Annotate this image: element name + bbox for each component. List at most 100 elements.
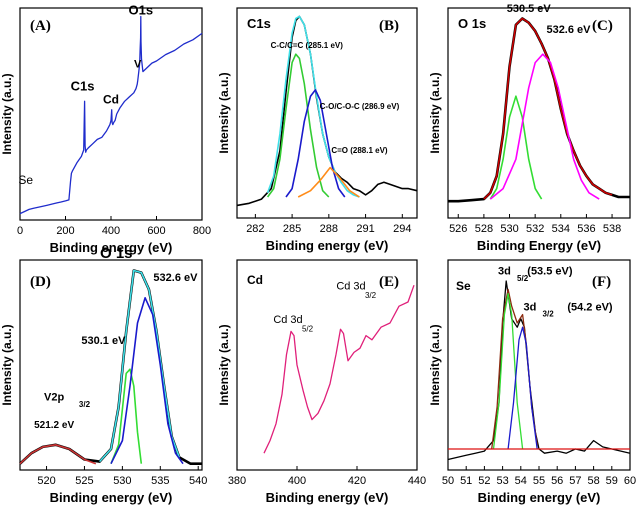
annotation: 530.1 eV xyxy=(81,335,126,347)
panel-label: (E) xyxy=(379,274,399,290)
annotation: 521.2 eV xyxy=(34,420,74,431)
annotation-subscript: 5/2 xyxy=(302,324,314,333)
series-line-fit-envelope xyxy=(483,17,613,200)
series-line-raw xyxy=(448,17,630,203)
panel-4: 520 525 530 535 540 Binding energy (eV) Intens… xyxy=(0,245,207,505)
plot-frame xyxy=(447,7,631,219)
plot-frame xyxy=(236,7,418,219)
series-line-3d3-2 xyxy=(507,326,538,450)
series-line-530-1-ev xyxy=(110,368,143,464)
annotation: C1s xyxy=(71,79,95,94)
annotation: C-C/C=C (285.1 eV) xyxy=(271,41,344,50)
x-tick-label: 291 xyxy=(356,223,374,235)
annotation: 532.6 eV xyxy=(546,24,591,36)
x-tick-label: 540 xyxy=(189,475,207,487)
annotation: C=O (288.1 eV) xyxy=(331,146,388,155)
series-line-c-o-c-o-c xyxy=(285,89,346,198)
panel-title: Se xyxy=(456,279,471,293)
x-axis-label: Binding energy (eV) xyxy=(266,238,389,253)
x-axis-label: Binding Energy (eV) xyxy=(477,238,601,253)
x-tick-label: 60 xyxy=(624,475,636,487)
y-axis-label: Intensity (a.u.) xyxy=(217,324,231,405)
annotation: 3d xyxy=(523,301,536,313)
annotation: 3d xyxy=(498,266,511,278)
series-line-v2p3-2 xyxy=(19,443,97,465)
x-tick-label: 532 xyxy=(526,223,544,235)
x-tick-label: 400 xyxy=(288,475,306,487)
x-tick-label: 294 xyxy=(393,223,411,235)
annotation-subscript: 3/2 xyxy=(365,291,377,300)
x-tick-label: 52 xyxy=(478,475,490,487)
series-line-c-c-c-c xyxy=(266,53,330,198)
x-tick-label: 59 xyxy=(606,475,618,487)
x-tick-label: 525 xyxy=(75,475,93,487)
x-tick-label: 528 xyxy=(475,223,493,235)
x-tick-label: 200 xyxy=(56,225,74,237)
x-tick-label: 51 xyxy=(460,475,472,487)
annotation: (54.2 eV) xyxy=(567,301,613,313)
panel-label: (D) xyxy=(30,274,51,290)
x-tick-label: 530 xyxy=(500,223,518,235)
panel-label: (A) xyxy=(30,18,51,34)
x-tick-label: 538 xyxy=(603,223,621,235)
x-tick-label: 57 xyxy=(569,475,581,487)
x-tick-label: 50 xyxy=(442,475,454,487)
x-tick-label: 288 xyxy=(320,223,338,235)
series-line-530-5-ev xyxy=(489,95,543,200)
y-axis-label: Intensity (a.u.) xyxy=(0,324,14,405)
series-line-c-o xyxy=(297,166,360,198)
panel-label: (C) xyxy=(592,18,613,34)
panel-1: 0 200 400 600 800 Binding energy (eV) Intensit… xyxy=(0,2,211,255)
x-tick-label: 526 xyxy=(449,223,467,235)
series-line-fit-envelope xyxy=(266,15,360,198)
plot-frame xyxy=(447,259,631,471)
panel-title: C1s xyxy=(247,16,271,31)
x-tick-label: 0 xyxy=(17,225,23,237)
panel-title: Cd xyxy=(247,273,263,287)
series-line-532-6-ev xyxy=(110,296,184,465)
series-line-raw xyxy=(19,269,202,466)
x-tick-label: 55 xyxy=(533,475,545,487)
panel-2: 282 285 288 291 294 Binding energy (eV) Intens… xyxy=(217,7,418,253)
x-axis-label: Binding energy (eV) xyxy=(266,490,389,505)
series-line-fit-envelope xyxy=(99,269,181,463)
x-tick-label: 530 xyxy=(113,475,131,487)
x-axis-label: Binding energy (eV) xyxy=(478,490,601,505)
x-tick-label: 534 xyxy=(552,223,570,235)
plot-frame xyxy=(236,259,418,471)
y-axis-label: Intensity (a.u.) xyxy=(217,72,231,153)
series-line-3d5-2 xyxy=(492,292,524,450)
y-axis-label: Intensity (a.u.) xyxy=(428,72,442,153)
x-tick-label: 285 xyxy=(283,223,301,235)
x-tick-label: 380 xyxy=(228,475,246,487)
annotation: V xyxy=(134,58,142,70)
x-tick-label: 440 xyxy=(408,475,426,487)
x-tick-label: 54 xyxy=(515,475,527,487)
x-tick-label: 282 xyxy=(246,223,264,235)
series-line-532-6-ev xyxy=(489,53,600,200)
x-tick-label: 53 xyxy=(496,475,508,487)
x-tick-label: 800 xyxy=(193,225,211,237)
annotation: 532.6 eV xyxy=(153,272,198,284)
annotation-subscript: 3/2 xyxy=(79,400,91,409)
x-tick-label: 536 xyxy=(577,223,595,235)
series-line-cd-3d xyxy=(263,284,415,454)
x-tick-label: 400 xyxy=(102,225,120,237)
x-tick-label: 56 xyxy=(551,475,563,487)
panel-6: 50 51 52 53 54 55 56 57 58 59 60 Binding energy (eV… xyxy=(428,259,636,505)
series-line-survey xyxy=(19,15,203,215)
annotation-subscript: 5/2 xyxy=(517,274,529,283)
panel-title: O 1s xyxy=(458,16,486,31)
x-axis-label: Binding energy (eV) xyxy=(50,240,173,255)
annotation: O1s xyxy=(129,2,154,17)
x-tick-label: 420 xyxy=(348,475,366,487)
panel-label: (B) xyxy=(379,18,399,34)
annotation: Cd 3d xyxy=(273,314,302,326)
annotation: 530.5 eV xyxy=(507,3,552,15)
panel-title: O 1s xyxy=(100,245,133,262)
annotation: (53.5 eV) xyxy=(527,266,573,278)
annotation: Se xyxy=(18,173,33,187)
annotation: Cd 3d xyxy=(336,280,365,292)
